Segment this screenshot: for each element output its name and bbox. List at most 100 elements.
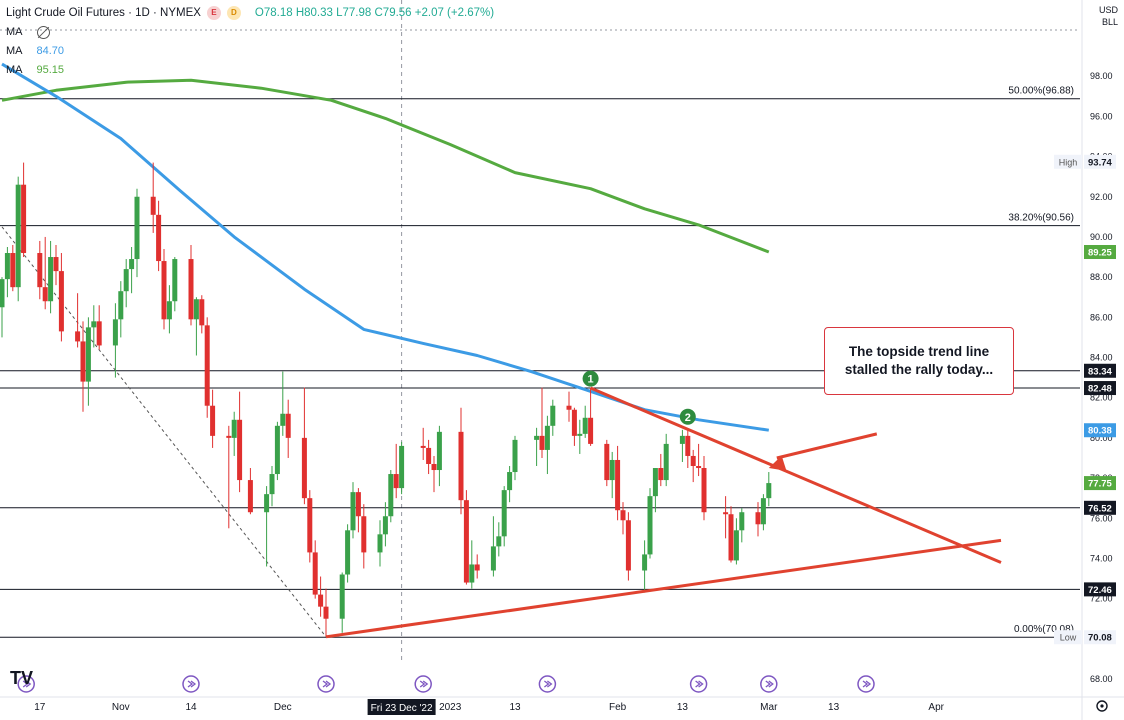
price-label-text: 93.74 [1088,157,1112,168]
symbol-title[interactable]: Light Crude Oil Futures · 1D · NYMEX [6,7,201,19]
candle-body [647,496,653,555]
candle [361,504,367,569]
price-tag-text: High [1059,157,1078,167]
ma-fast-value: 84.70 [36,45,65,57]
tradingview-logo[interactable]: TV [10,668,34,688]
candle-body [301,437,307,499]
candle [312,540,318,599]
price-label-box [1084,423,1116,438]
candle-body [339,574,345,619]
candle-body [48,257,54,302]
candle-body [652,468,658,497]
candle-body [388,474,394,517]
candle-body [112,319,118,346]
price-label-box [1084,363,1116,378]
price-label: 77.75 [1084,476,1116,491]
candle-body [733,530,739,561]
ma-slow-value: 95.15 [36,64,65,76]
y-tick-label: 80.00 [1090,433,1113,443]
fib-label: 50.00%(96.88) [1008,86,1074,97]
candle-body [534,435,540,440]
candle [755,502,761,537]
candle [723,496,729,539]
candle [582,405,588,438]
dividend-badge-icon[interactable]: D [226,6,241,20]
candle [323,588,329,637]
unit-label: BLL [1101,17,1118,27]
event-icon-chevron [419,680,429,688]
candle-body [458,431,464,501]
candle [615,445,621,521]
candle-body [658,468,664,481]
crosshair-date-label: Fri 23 Dec '22 [367,699,436,715]
candle [166,285,172,334]
event-icon [182,675,200,693]
candle [728,506,734,563]
candle [53,244,59,286]
marker-2: 2 [679,408,696,425]
currency-selector[interactable]: USD BLL [1099,4,1118,28]
currency-label: USD [1098,5,1118,15]
candle [490,516,496,577]
price-label-box [1084,582,1116,597]
candle [226,425,232,529]
candle-body [755,512,761,525]
candle-body [490,546,496,571]
price-tag-box [1054,154,1082,169]
candle-body [42,287,48,302]
event-icon [17,675,35,693]
event-icon-chevron [695,680,704,688]
x-tick-label: 17 [34,702,46,713]
price-label: 72.46 [1084,582,1116,597]
event-icon-chevron [544,680,553,688]
candle [307,490,313,563]
candle-body [280,413,286,426]
candle [550,399,556,436]
y-tick-label: 96.00 [1090,111,1113,121]
candle-body [4,253,10,280]
event-icon-ring [857,675,875,693]
candle [663,433,669,487]
candle-body [274,425,280,475]
candle-body [642,554,648,571]
candle [188,244,194,326]
candle [652,468,658,513]
candle [377,520,383,567]
event-icon-ring [689,675,708,693]
event-icon [414,675,432,693]
marker-circle [582,370,599,387]
x-tick-label: 13 [509,702,521,713]
candle-body [739,512,745,531]
callout-text: The topside trend line stalled the rally… [844,344,994,377]
candle-body [161,261,167,320]
earnings-badge-icon[interactable]: E [206,6,221,20]
candle [393,443,399,499]
price-label-text: 89.25 [1088,248,1112,259]
ma-fast-row[interactable]: MA 84.70 [6,43,64,59]
event-icon-chevron [187,680,197,688]
event-icon-ring [317,675,335,693]
candle [609,451,615,499]
candle [388,470,394,523]
price-label-box [1084,630,1116,645]
marker-label: 2 [685,412,691,424]
candle [96,305,102,350]
candle [264,486,270,567]
candle [318,576,324,617]
ma-slow-row[interactable]: MA 95.15 [6,62,64,78]
candle [0,277,5,338]
marker-1: 1 [582,370,599,387]
candle-body [615,459,621,511]
candle-body [80,341,86,382]
candle-body [426,447,432,464]
ma-hidden-row[interactable]: MA [6,24,50,40]
eye-hidden-icon[interactable] [36,25,50,39]
event-icon-chevron [322,680,332,688]
candle [112,303,118,378]
candle-body [679,435,685,444]
candle-body [382,516,388,535]
x-tick-label: Mar [760,702,778,713]
candle-body [37,253,43,288]
annotation-callout[interactable]: The topside trend line stalled the rally… [824,327,1014,395]
y-tick-label: 90.00 [1090,232,1113,242]
